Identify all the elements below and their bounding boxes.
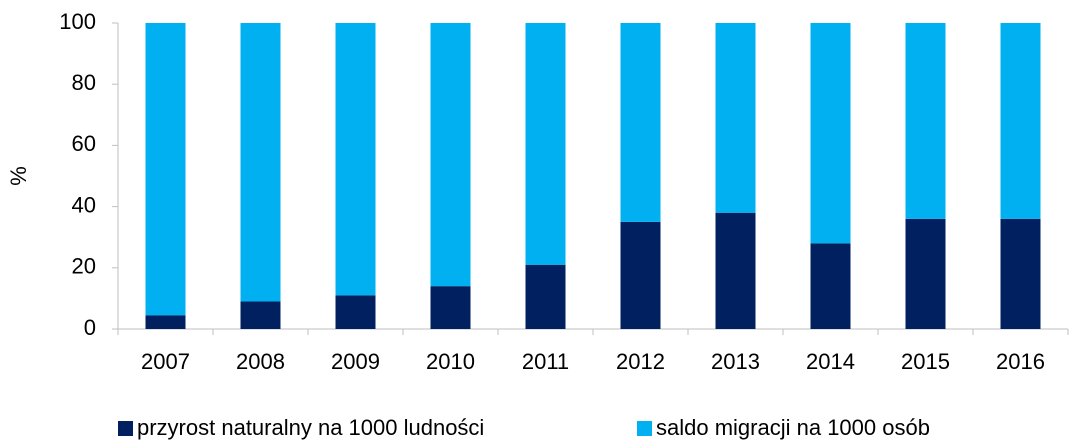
y-tick-label: 0 xyxy=(84,315,96,340)
bar-segment xyxy=(620,23,661,222)
y-tick-label: 100 xyxy=(59,9,96,34)
x-tick-label: 2013 xyxy=(711,349,760,374)
bar-segment xyxy=(525,23,566,265)
bar-segment xyxy=(430,286,471,329)
y-tick-label: 60 xyxy=(72,131,96,156)
bar-segment xyxy=(335,23,376,296)
bar-segment xyxy=(525,264,566,329)
x-tick-label: 2010 xyxy=(426,349,475,374)
bar-segment xyxy=(145,23,186,316)
bar-segment xyxy=(715,23,756,213)
x-tick-label: 2009 xyxy=(331,349,380,374)
x-tick-label: 2007 xyxy=(141,349,190,374)
bar-segment xyxy=(240,301,281,329)
x-tick-label: 2016 xyxy=(996,349,1045,374)
bar-segment xyxy=(810,23,851,244)
x-tick-label: 2011 xyxy=(522,349,569,374)
y-axis-label: % xyxy=(6,166,31,186)
bar-segment xyxy=(145,315,186,329)
x-tick-label: 2015 xyxy=(901,349,950,374)
bar-segment xyxy=(715,212,756,329)
legend-label: saldo migracji na 1000 osób xyxy=(656,415,930,440)
y-tick-label: 20 xyxy=(72,254,96,279)
bar-segment xyxy=(620,221,661,329)
legend-label: przyrost naturalny na 1000 ludności xyxy=(137,415,484,440)
bar-segment xyxy=(240,23,281,302)
x-tick-label: 2012 xyxy=(616,349,665,374)
y-tick-label: 80 xyxy=(72,70,96,95)
y-tick-label: 40 xyxy=(72,192,96,217)
bar-segment xyxy=(1000,218,1041,329)
bar-segment xyxy=(810,243,851,329)
bar-segment xyxy=(1000,23,1041,219)
bar-segment xyxy=(905,23,946,219)
x-tick-label: 2008 xyxy=(236,349,285,374)
x-tick-label: 2014 xyxy=(806,349,855,374)
bar-segment xyxy=(335,295,376,329)
legend-swatch xyxy=(118,421,133,436)
bar-segment xyxy=(430,23,471,287)
legend-swatch xyxy=(637,421,652,436)
bar-segment xyxy=(905,218,946,329)
